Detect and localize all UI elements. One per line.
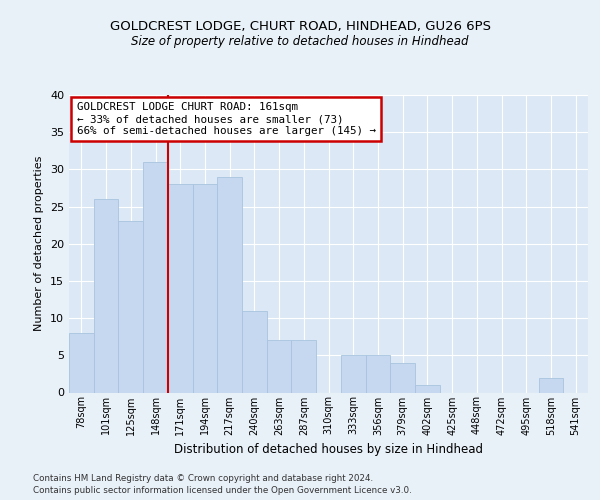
- Bar: [118, 222, 143, 392]
- Bar: [341, 356, 365, 393]
- Bar: [69, 333, 94, 392]
- Bar: [217, 177, 242, 392]
- Text: GOLDCREST LODGE, CHURT ROAD, HINDHEAD, GU26 6PS: GOLDCREST LODGE, CHURT ROAD, HINDHEAD, G…: [110, 20, 491, 33]
- Bar: [168, 184, 193, 392]
- Bar: [242, 310, 267, 392]
- Bar: [143, 162, 168, 392]
- Text: Contains HM Land Registry data © Crown copyright and database right 2024.: Contains HM Land Registry data © Crown c…: [33, 474, 373, 483]
- Bar: [193, 184, 217, 392]
- Bar: [365, 356, 390, 393]
- Bar: [94, 199, 118, 392]
- Bar: [267, 340, 292, 392]
- Bar: [415, 385, 440, 392]
- Text: Contains public sector information licensed under the Open Government Licence v3: Contains public sector information licen…: [33, 486, 412, 495]
- Bar: [292, 340, 316, 392]
- Text: GOLDCREST LODGE CHURT ROAD: 161sqm
← 33% of detached houses are smaller (73)
66%: GOLDCREST LODGE CHURT ROAD: 161sqm ← 33%…: [77, 102, 376, 136]
- Text: Size of property relative to detached houses in Hindhead: Size of property relative to detached ho…: [131, 35, 469, 48]
- Y-axis label: Number of detached properties: Number of detached properties: [34, 156, 44, 332]
- Bar: [539, 378, 563, 392]
- Bar: [390, 363, 415, 392]
- X-axis label: Distribution of detached houses by size in Hindhead: Distribution of detached houses by size …: [174, 443, 483, 456]
